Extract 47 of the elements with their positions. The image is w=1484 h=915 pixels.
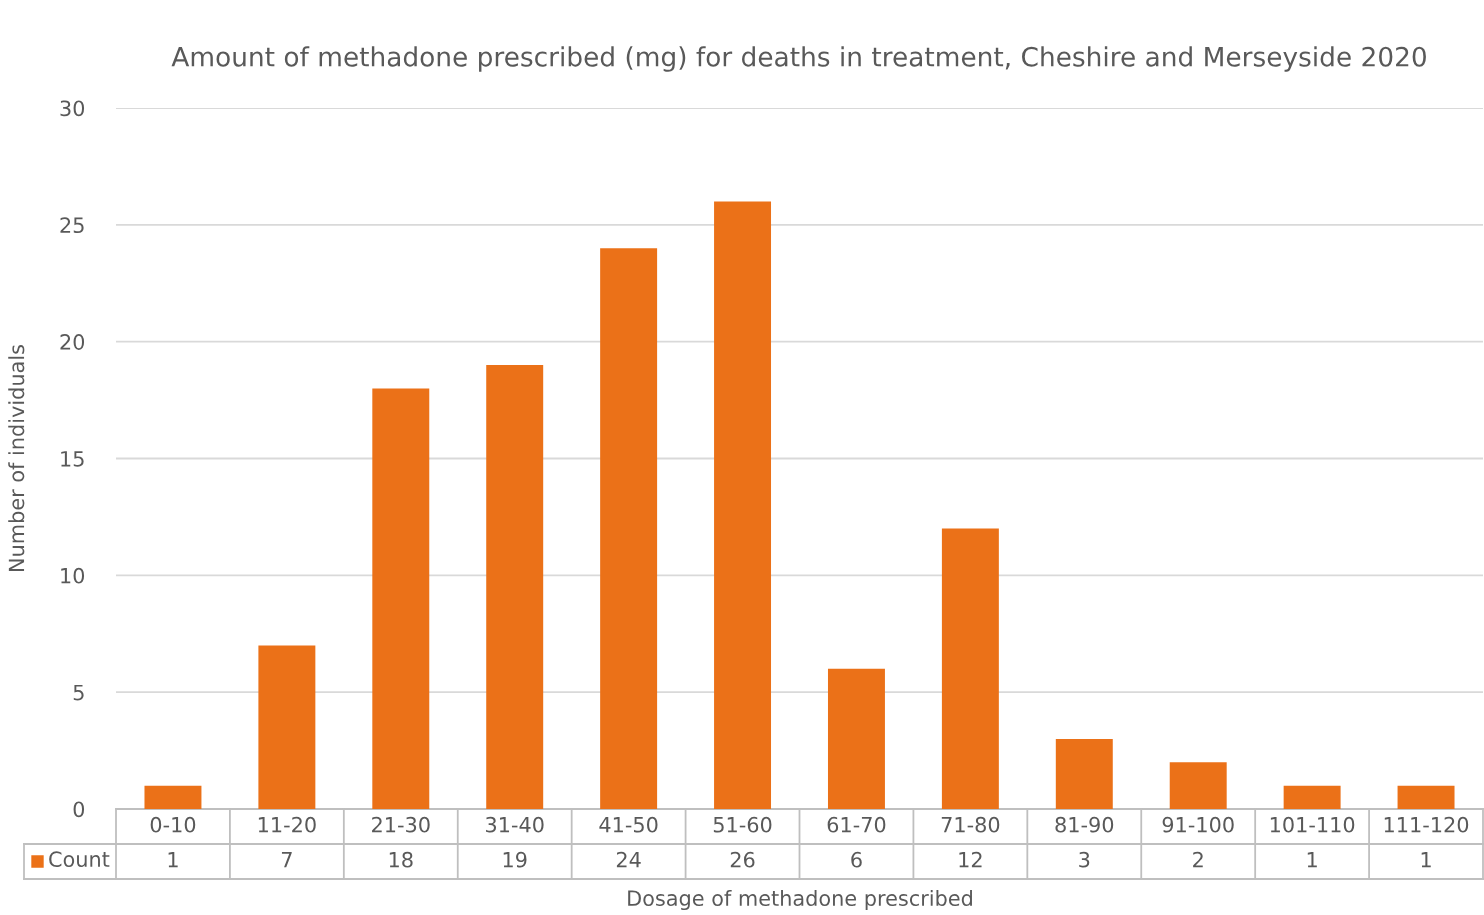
- x-tick-label: 0-10: [150, 816, 196, 833]
- x-tick-label: 111-120: [1384, 816, 1469, 833]
- x-tick-label: 101-110: [1270, 816, 1355, 833]
- x-tick-label: 21-30: [372, 816, 430, 833]
- x-tick-label: 51-60: [713, 816, 772, 833]
- y-tick-label: 10: [61, 567, 85, 584]
- data-label: 7: [281, 852, 292, 868]
- bar: [258, 645, 316, 809]
- data-label: 1: [1307, 852, 1317, 868]
- y-tick-label: 25: [60, 217, 84, 234]
- y-axis-title: Number of individuals: [8, 345, 25, 571]
- data-label: 26: [730, 851, 755, 868]
- y-tick-label: 0: [73, 801, 85, 818]
- data-label: 12: [959, 851, 982, 868]
- data-label: 19: [503, 851, 527, 868]
- bar: [486, 365, 544, 809]
- x-tick-label: 61-70: [827, 816, 886, 833]
- x-tick-label: 91-100: [1162, 816, 1234, 833]
- data-label: 1: [1421, 852, 1431, 868]
- x-tick-label: 31-40: [486, 816, 544, 833]
- bar: [714, 201, 772, 809]
- y-tick-label: 20: [60, 334, 85, 350]
- x-tick-label: 41-50: [599, 816, 658, 833]
- bar: [827, 668, 885, 809]
- data-label: 1: [168, 852, 178, 868]
- bar: [600, 248, 658, 809]
- legend-label: Count: [49, 851, 110, 868]
- y-tick-label: 5: [73, 684, 84, 701]
- x-tick-label: 81-90: [1055, 816, 1114, 833]
- x-axis-title: Dosage of methadone prescribed: [628, 889, 972, 911]
- x-tick-label: 11-20: [258, 816, 316, 833]
- chart-title: Amount of methadone prescribed (mg) for deaths in treatment, Cheshire and Merseyside 2020: [171, 46, 1426, 72]
- data-label: 18: [389, 851, 413, 868]
- data-label: 24: [616, 851, 641, 868]
- x-tick-label: 71-80: [941, 816, 1000, 833]
- y-tick-label: 15: [61, 451, 84, 467]
- data-label: 6: [851, 851, 862, 868]
- bar: [941, 528, 999, 809]
- bar: [1397, 785, 1455, 809]
- bar: [1283, 785, 1341, 809]
- data-label: 2: [1193, 851, 1203, 868]
- bar: [144, 785, 202, 809]
- y-tick-label: 30: [60, 100, 85, 117]
- data-label: 3: [1079, 851, 1090, 868]
- bar: [1169, 762, 1227, 809]
- bar: [1055, 738, 1113, 809]
- bar: [372, 388, 430, 809]
